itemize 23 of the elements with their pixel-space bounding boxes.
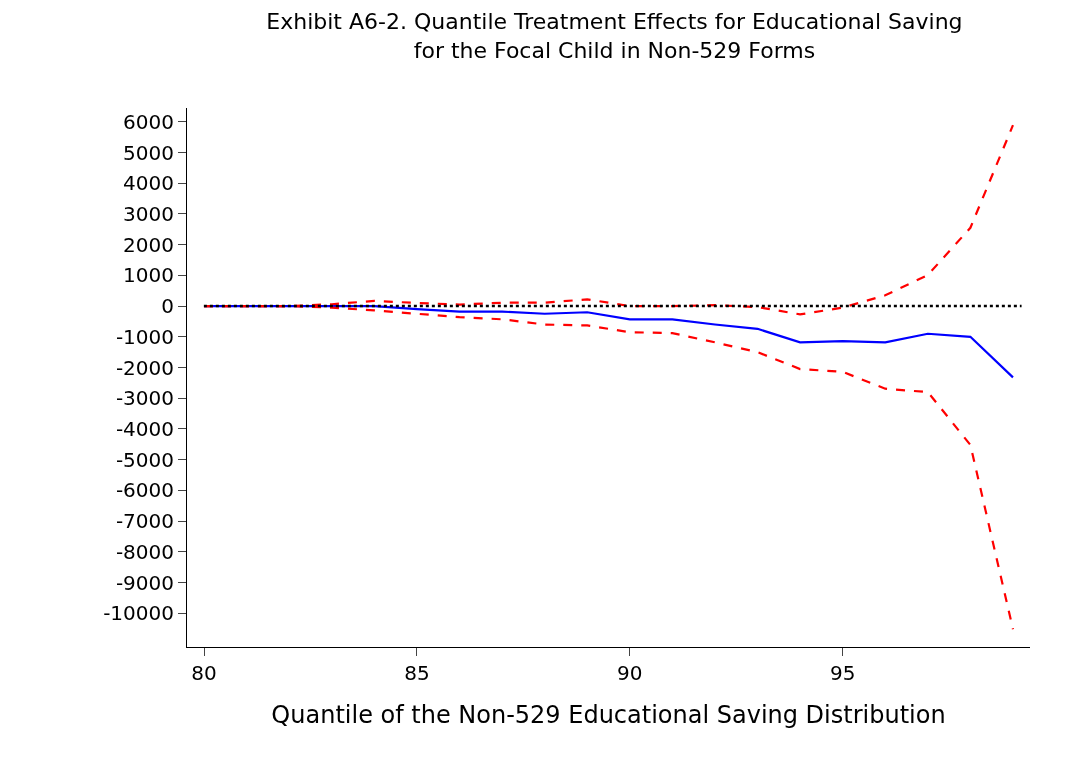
- y-tick-label: -8000: [115, 539, 174, 564]
- y-tick-label: -2000: [115, 355, 174, 380]
- y-tick-label: -10000: [103, 601, 174, 626]
- y-tick-label: 6000: [123, 109, 174, 134]
- y-tick-label: 4000: [123, 171, 174, 196]
- y-tick-label: -1000: [115, 324, 174, 349]
- y-tick-label: -9000: [115, 570, 174, 595]
- y-tick-label: -4000: [115, 416, 174, 441]
- y-tick-label: 2000: [123, 232, 174, 257]
- y-tick-label: -6000: [115, 478, 174, 503]
- x-tick-label: 90: [617, 661, 643, 685]
- y-tick-label: 5000: [123, 140, 174, 165]
- x-tick-label: 95: [829, 661, 856, 685]
- y-tick-label: -5000: [115, 447, 174, 472]
- y-tick-label: -3000: [115, 386, 174, 411]
- y-tick-label: 3000: [123, 201, 174, 226]
- chart-title: Exhibit A6-2. Quantile Treatment Effects for Educational Saving for the Focal Child in Non-529 Forms: [266, 9, 963, 63]
- x-tick-label: 80: [191, 661, 217, 685]
- x-tick-label: 85: [404, 661, 430, 685]
- y-tick-label: 1000: [123, 263, 174, 288]
- y-tick-label: 0: [161, 294, 174, 319]
- x-axis-title: Quantile of the Non-529 Educational Saving Distribution: [271, 701, 946, 730]
- y-tick-label: -7000: [115, 509, 174, 534]
